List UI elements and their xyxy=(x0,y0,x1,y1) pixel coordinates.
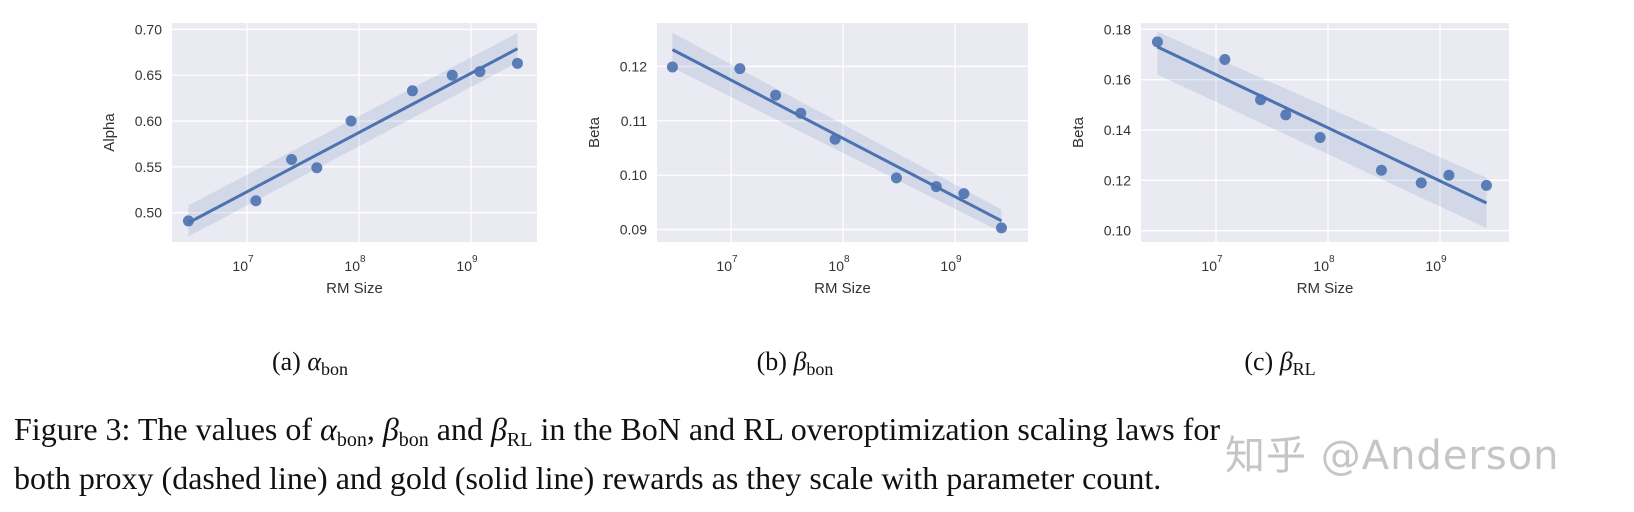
panel-alpha-bon: 0.50 0.55 0.60 0.65 0.70 107 108 109 RM Size Alph… xyxy=(101,21,537,379)
panel-beta-bon: 0.09 0.10 0.11 0.12 107 108 109 RM Size Beta (b) … xyxy=(586,23,1028,379)
x-axis-label: RM Size xyxy=(326,280,383,297)
y-tick-label: 0.12 xyxy=(620,58,647,74)
y-tick-label: 0.10 xyxy=(1104,223,1131,239)
x-tick-label: 107 xyxy=(232,254,254,274)
x-tick-label: 109 xyxy=(456,254,478,274)
data-point xyxy=(930,181,942,193)
data-point xyxy=(1480,179,1492,191)
confidence-band xyxy=(1157,31,1487,229)
data-point xyxy=(1415,177,1427,189)
data-point xyxy=(345,115,357,127)
data-point xyxy=(406,85,418,97)
caption-line-1: Figure 3: The values of αbon, βbon and β… xyxy=(14,411,1221,451)
data-point xyxy=(1443,169,1455,181)
y-tick-label: 0.50 xyxy=(135,205,162,221)
data-point xyxy=(1375,164,1387,176)
data-point xyxy=(666,61,678,73)
panel-beta-rl: 0.10 0.12 0.14 0.16 0.18 107 108 109 RM Size Beta… xyxy=(1070,21,1509,379)
x-tick-label: 109 xyxy=(1425,254,1447,274)
y-tick-label: 0.14 xyxy=(1104,122,1131,138)
data-point xyxy=(511,57,523,69)
data-point xyxy=(182,215,194,227)
y-tick-label: 0.12 xyxy=(1104,172,1131,188)
y-tick-label: 0.10 xyxy=(620,167,647,183)
plot-area xyxy=(172,23,537,242)
data-point xyxy=(286,154,298,166)
subfigure-caption: (a) αbon xyxy=(272,347,348,379)
y-tick-label: 0.11 xyxy=(621,113,647,129)
x-axis-label: RM Size xyxy=(814,280,871,297)
data-point xyxy=(311,162,323,174)
data-point xyxy=(1151,36,1163,48)
data-point xyxy=(474,66,486,78)
caption-line-2: both proxy (dashed line) and gold (solid… xyxy=(14,460,1162,496)
data-point xyxy=(995,222,1007,234)
y-tick-label: 0.16 xyxy=(1104,72,1131,88)
data-point xyxy=(250,195,262,207)
y-tick-label: 0.70 xyxy=(135,21,162,37)
x-tick-label: 109 xyxy=(940,254,962,274)
regression-line xyxy=(1156,45,1488,205)
data-point xyxy=(795,107,807,119)
x-tick-label: 108 xyxy=(1313,254,1335,274)
data-point xyxy=(734,63,746,75)
x-tick-label: 108 xyxy=(344,254,366,274)
data-point xyxy=(1314,132,1326,144)
y-axis-label: Beta xyxy=(1070,116,1087,148)
y-tick-label: 0.18 xyxy=(1104,21,1131,37)
regression-line xyxy=(187,47,519,225)
data-point xyxy=(446,69,458,81)
subfigure-caption: (c) βRL xyxy=(1244,347,1315,379)
x-tick-label: 107 xyxy=(1201,254,1223,274)
data-point xyxy=(829,133,841,145)
confidence-band xyxy=(672,32,1002,233)
figure-caption: Figure 3: The values of αbon, βbon and β… xyxy=(14,410,1624,497)
data-point xyxy=(1255,94,1267,106)
subfigure-caption: (b) βbon xyxy=(757,347,834,379)
data-point xyxy=(1219,54,1231,65)
x-tick-label: 108 xyxy=(828,254,850,274)
y-tick-label: 0.65 xyxy=(135,67,162,83)
y-axis-label: Beta xyxy=(586,116,603,148)
x-tick-label: 107 xyxy=(716,254,738,274)
y-tick-label: 0.60 xyxy=(135,113,162,129)
y-tick-label: 0.55 xyxy=(135,159,162,175)
data-point xyxy=(958,188,970,200)
plot-area xyxy=(1141,23,1509,242)
data-point xyxy=(890,172,902,184)
data-point xyxy=(1280,109,1292,121)
y-axis-label: Alpha xyxy=(101,113,118,152)
y-tick-label: 0.09 xyxy=(620,222,647,238)
x-axis-label: RM Size xyxy=(1297,280,1354,297)
data-point xyxy=(770,89,782,101)
figure: 0.50 0.55 0.60 0.65 0.70 107 108 109 RM Size Alph… xyxy=(101,21,1509,379)
